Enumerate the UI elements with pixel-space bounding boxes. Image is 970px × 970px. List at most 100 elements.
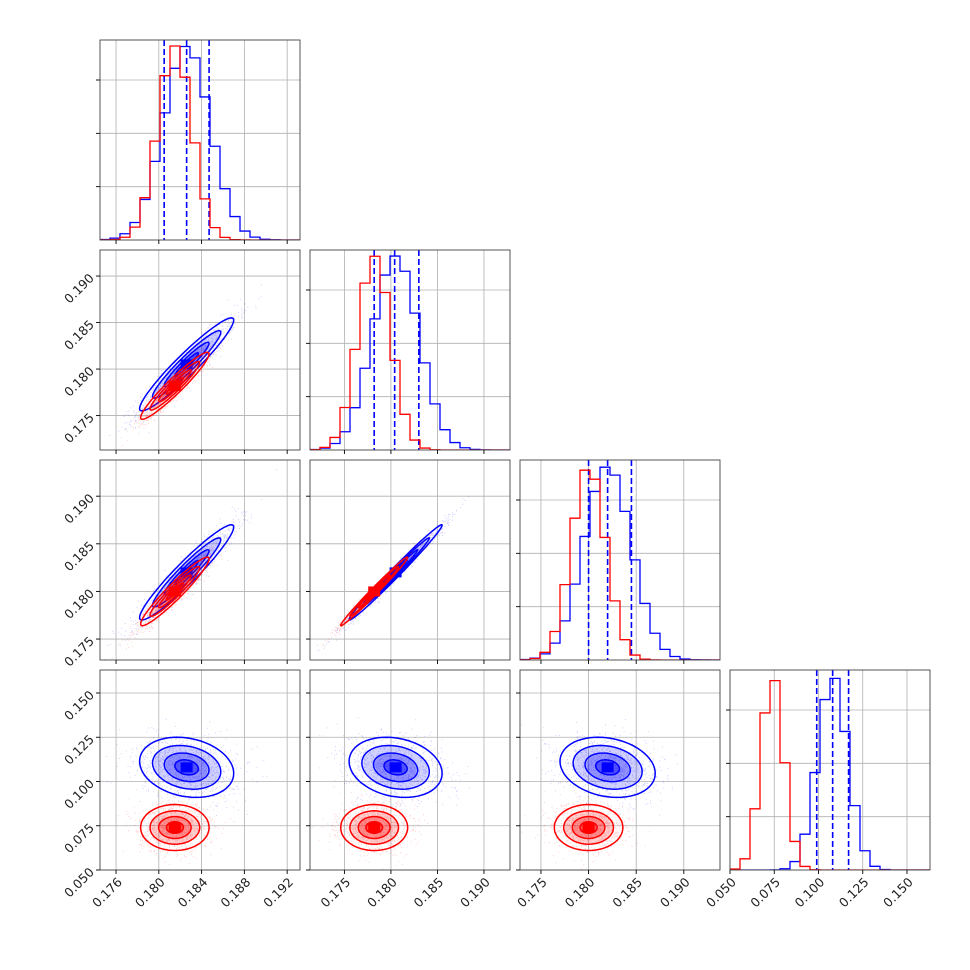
- y-tick-label: 0.190: [61, 270, 97, 306]
- y-tick-label: 0.150: [61, 687, 97, 723]
- red-contour: [157, 369, 192, 403]
- panel-frame: [519, 669, 721, 871]
- red-scatter-points: [121, 329, 234, 447]
- blue-contour: [138, 524, 235, 621]
- panel-frame: [99, 39, 301, 241]
- blue-peak-marker: [180, 762, 193, 773]
- red-contour: [157, 815, 192, 840]
- red-peak-marker: [168, 586, 181, 597]
- y-tick-label: 0.190: [61, 491, 97, 527]
- panel-2-1: [306, 459, 511, 664]
- panel-2-0: 0.175 0.180 0.185 0.190: [61, 459, 301, 669]
- blue-peak-marker: [180, 567, 193, 578]
- x-tick-label: 0.185: [609, 874, 645, 910]
- panel-3-0: 0.050 0.075 0.100 0.125 0.150 0.176 0.180 0.184…: [61, 669, 301, 910]
- y-tick-label: 0.175: [61, 633, 97, 669]
- x-tick-label: 0.175: [514, 874, 550, 910]
- red-scatter-points: [312, 791, 428, 870]
- blue-contour: [174, 759, 200, 776]
- red-contour: [149, 360, 201, 411]
- red-contour: [339, 803, 409, 852]
- panel-3-2: 0.175 0.180 0.185 0.190: [514, 669, 721, 910]
- blue-contour: [138, 317, 235, 412]
- blue-contour: [372, 752, 419, 783]
- blue-contour: [163, 752, 210, 783]
- blue-peak-marker: [389, 762, 402, 773]
- panel-3-1: 0.175 0.180 0.185 0.190: [306, 669, 511, 910]
- red-contour: [339, 556, 409, 627]
- x-tick-label: 0.050: [703, 874, 739, 910]
- red-contour: [562, 810, 615, 845]
- blue-contour: [559, 736, 656, 799]
- red-contour: [157, 574, 192, 609]
- y-tick-label: 0.075: [61, 820, 97, 856]
- x-tick-label: 0.184: [175, 874, 211, 910]
- red-contour: [357, 815, 391, 840]
- red-contour: [553, 803, 624, 852]
- blue-contour: [584, 752, 631, 783]
- x-tick-label: 0.190: [657, 874, 693, 910]
- y-tick-label: 0.050: [61, 864, 97, 900]
- blue-contour: [151, 744, 222, 790]
- panel-2-2: [516, 459, 721, 664]
- red-contour: [149, 565, 201, 618]
- red-peak-marker: [368, 586, 381, 597]
- x-tick-label: 0.176: [89, 874, 125, 910]
- panel-frame: [729, 669, 931, 871]
- x-tick-label: 0.190: [457, 874, 493, 910]
- panel-3-3: 0.050 0.075 0.100 0.125 0.150: [703, 669, 931, 910]
- panel-frame: [519, 459, 721, 661]
- red-peak-marker: [368, 822, 381, 833]
- y-tick-label: 0.100: [61, 776, 97, 812]
- blue-contour: [138, 736, 235, 799]
- y-tick-label: 0.125: [61, 732, 97, 768]
- panel-frame: [99, 669, 301, 871]
- blue-scatter-points: [109, 284, 262, 436]
- x-tick-label: 0.175: [317, 874, 353, 910]
- blue-contour: [572, 744, 643, 790]
- blue-contour: [383, 759, 408, 776]
- red-histogram: [730, 679, 930, 870]
- x-tick-label: 0.180: [562, 874, 598, 910]
- blue-contour: [594, 759, 621, 776]
- red-peak-marker: [582, 822, 595, 833]
- panel-frame: [309, 249, 511, 451]
- red-contour: [149, 810, 201, 845]
- panel-frame: [309, 669, 511, 871]
- y-tick-label: 0.185: [61, 317, 97, 353]
- x-tick-label: 0.192: [260, 874, 296, 910]
- red-contour: [571, 815, 606, 840]
- x-tick-label: 0.125: [836, 874, 872, 910]
- blue-contour: [361, 744, 431, 790]
- panel-frame: [99, 459, 301, 661]
- red-contour: [139, 803, 210, 852]
- panel-0-0: [96, 39, 301, 244]
- panel-1-1: [306, 249, 511, 454]
- blue-contour: [348, 736, 443, 799]
- y-tick-label: 0.180: [61, 586, 97, 622]
- red-contour: [349, 565, 400, 618]
- y-tick-label: 0.185: [61, 538, 97, 574]
- x-tick-label: 0.150: [880, 874, 916, 910]
- x-tick-label: 0.185: [410, 874, 446, 910]
- panel-frame: [309, 459, 511, 661]
- red-contour: [357, 574, 391, 609]
- red-peak-marker: [168, 380, 181, 391]
- blue-histogram: [100, 45, 300, 240]
- blue-peak-marker: [601, 762, 614, 773]
- x-tick-label: 0.075: [747, 874, 783, 910]
- red-contour: [349, 810, 400, 845]
- blue-contour: [151, 329, 222, 399]
- red-peak-marker: [168, 822, 181, 833]
- x-tick-label: 0.100: [792, 874, 828, 910]
- red-contour: [139, 351, 210, 421]
- x-tick-label: 0.188: [217, 874, 253, 910]
- y-tick-label: 0.180: [61, 363, 97, 399]
- red-contour: [139, 556, 210, 627]
- panel-1-0: 0.175 0.180 0.185 0.190: [61, 249, 301, 454]
- y-tick-label: 0.175: [61, 410, 97, 446]
- panel-frame: [99, 249, 301, 451]
- x-tick-label: 0.180: [132, 874, 168, 910]
- x-tick-label: 0.180: [364, 874, 400, 910]
